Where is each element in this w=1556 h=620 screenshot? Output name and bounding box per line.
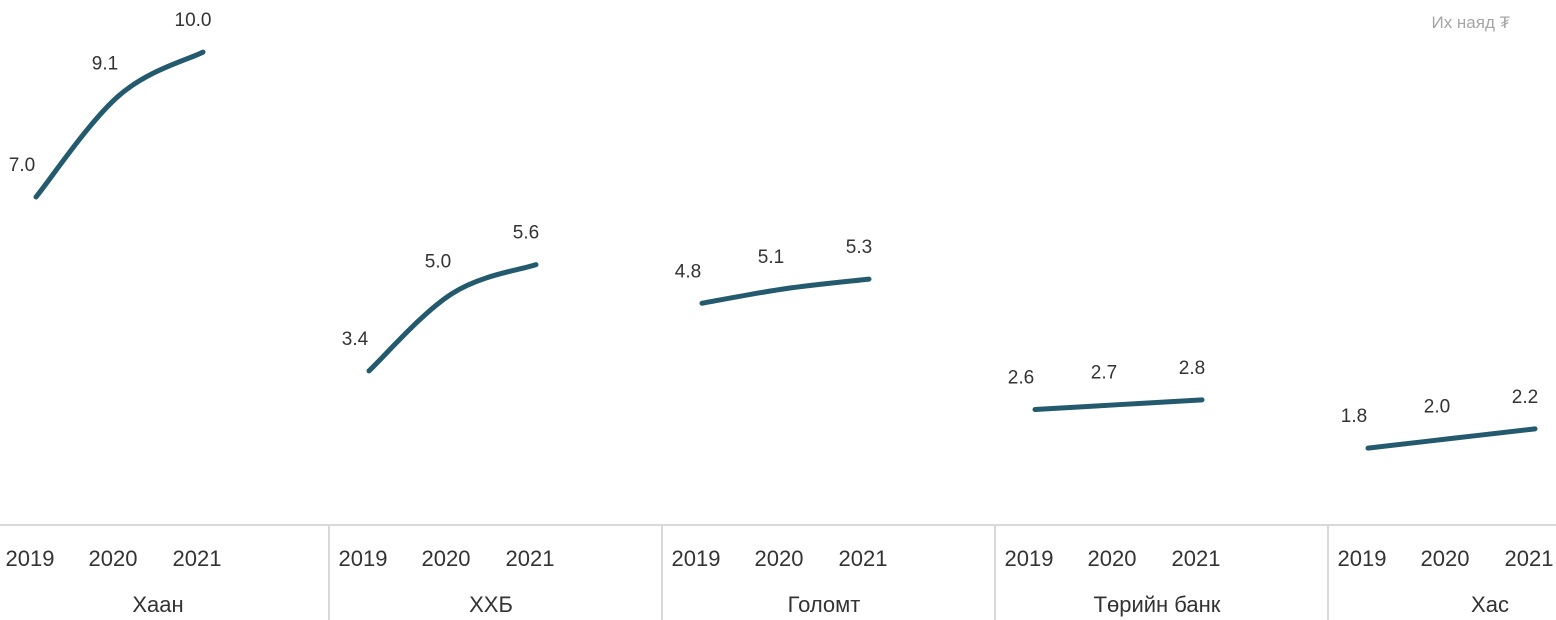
x-tick-label: 2020 bbox=[422, 546, 471, 571]
x-tick-label: 2021 bbox=[173, 546, 222, 571]
bank-group-2: 4.8 5.1 5.3 2019 2020 2021 Голомт bbox=[661, 237, 888, 620]
x-tick-label: 2019 bbox=[672, 546, 721, 571]
data-label: 2.7 bbox=[1091, 363, 1117, 384]
bank-group-4: 1.8 2.0 2.2 2019 2020 2021 Хас bbox=[1327, 387, 1554, 620]
x-tick-label: 2020 bbox=[755, 546, 804, 571]
data-label: 5.3 bbox=[846, 237, 872, 258]
series-line-4 bbox=[1365, 426, 1538, 451]
data-label: 5.1 bbox=[758, 247, 784, 268]
data-label: 1.8 bbox=[1341, 406, 1367, 427]
series-line-2 bbox=[699, 276, 872, 306]
unit-label: Их наяд ₮ bbox=[1431, 13, 1510, 32]
x-tick-label: 2021 bbox=[1172, 546, 1221, 571]
x-tick-label: 2021 bbox=[1505, 546, 1554, 571]
x-tick-label: 2019 bbox=[339, 546, 388, 571]
x-tick-label: 2020 bbox=[89, 546, 138, 571]
x-tick-label: 2019 bbox=[1338, 546, 1387, 571]
data-label: 2.0 bbox=[1424, 397, 1450, 418]
data-label: 9.1 bbox=[92, 54, 118, 75]
x-tick-label: 2019 bbox=[1005, 546, 1054, 571]
x-tick-label: 2019 bbox=[6, 546, 55, 571]
data-label: 3.4 bbox=[342, 329, 369, 350]
category-label: Төрийн банк bbox=[1094, 592, 1221, 617]
category-label: Голомт bbox=[788, 592, 861, 617]
category-label: ХХБ bbox=[469, 592, 513, 617]
bank-group-3: 2.6 2.7 2.8 2019 2020 2021 Төрийн банк bbox=[994, 358, 1221, 620]
series-line-0 bbox=[33, 49, 206, 200]
data-label: 2.2 bbox=[1512, 387, 1538, 408]
category-label: Хаан bbox=[132, 592, 183, 617]
x-tick-label: 2021 bbox=[506, 546, 555, 571]
data-label: 10.0 bbox=[175, 10, 212, 31]
bank-group-1: 3.4 5.0 5.6 2019 2020 2021 ХХБ bbox=[328, 223, 555, 620]
series-line-1 bbox=[366, 262, 539, 374]
series-line-3 bbox=[1032, 397, 1205, 413]
x-tick-label: 2020 bbox=[1421, 546, 1470, 571]
bank-group-0: 7.0 9.1 10.0 2019 2020 2021 Хаан bbox=[6, 10, 222, 617]
data-label: 5.0 bbox=[425, 252, 451, 273]
data-label: 4.8 bbox=[675, 261, 701, 282]
category-label: Хас bbox=[1471, 592, 1509, 617]
x-tick-label: 2021 bbox=[839, 546, 888, 571]
x-tick-label: 2020 bbox=[1088, 546, 1137, 571]
data-label: 2.6 bbox=[1008, 368, 1034, 389]
data-label: 7.0 bbox=[9, 155, 35, 176]
data-label: 5.6 bbox=[513, 223, 539, 244]
data-label: 2.8 bbox=[1179, 358, 1205, 379]
